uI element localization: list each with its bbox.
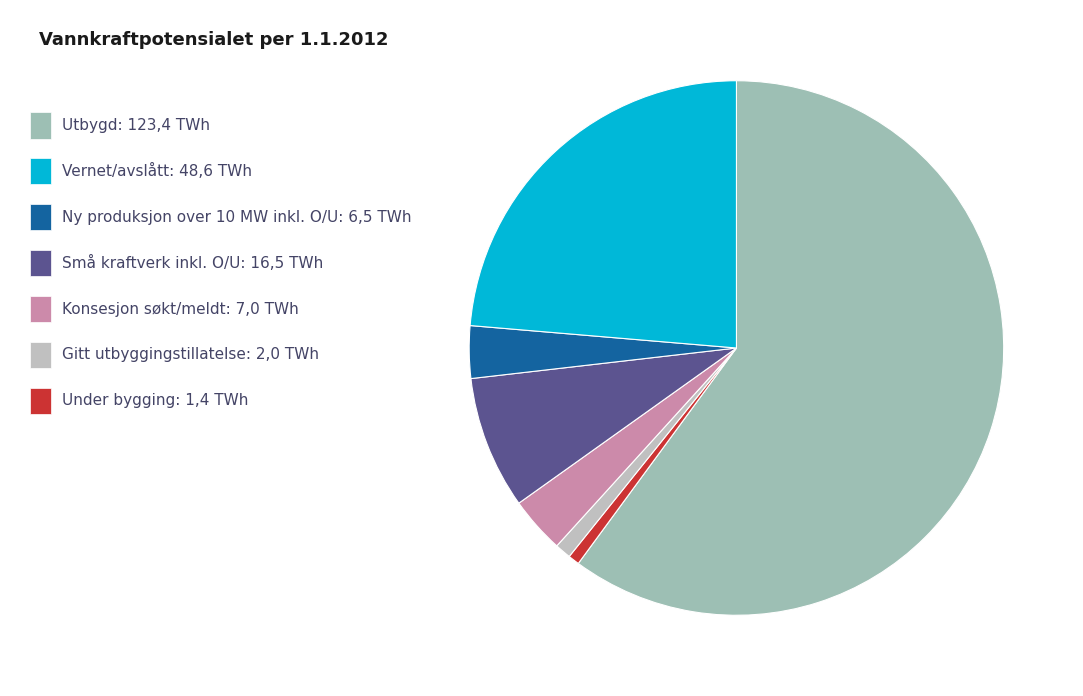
Text: Gitt utbyggingstillatelse: 2,0 TWh: Gitt utbyggingstillatelse: 2,0 TWh (62, 347, 319, 363)
Text: Konsesjon søkt/meldt: 7,0 TWh: Konsesjon søkt/meldt: 7,0 TWh (62, 301, 299, 317)
Text: Utbygd: 123,4 TWh: Utbygd: 123,4 TWh (62, 118, 210, 133)
FancyBboxPatch shape (30, 158, 51, 184)
Text: Små kraftverk inkl. O/U: 16,5 TWh: Små kraftverk inkl. O/U: 16,5 TWh (62, 255, 323, 271)
Text: Vernet/avslått: 48,6 TWh: Vernet/avslått: 48,6 TWh (62, 163, 252, 180)
Wedge shape (578, 81, 1004, 615)
Text: Under bygging: 1,4 TWh: Under bygging: 1,4 TWh (62, 393, 248, 409)
FancyBboxPatch shape (30, 250, 51, 276)
Text: Ny produksjon over 10 MW inkl. O/U: 6,5 TWh: Ny produksjon over 10 MW inkl. O/U: 6,5 … (62, 209, 412, 225)
Wedge shape (570, 348, 736, 564)
FancyBboxPatch shape (30, 342, 51, 368)
Wedge shape (557, 348, 736, 557)
FancyBboxPatch shape (30, 204, 51, 230)
FancyBboxPatch shape (30, 112, 51, 139)
FancyBboxPatch shape (30, 296, 51, 322)
Wedge shape (519, 348, 736, 546)
Wedge shape (471, 348, 736, 503)
FancyBboxPatch shape (30, 388, 51, 414)
Text: Vannkraftpotensialet per 1.1.2012: Vannkraftpotensialet per 1.1.2012 (39, 31, 389, 49)
Wedge shape (469, 326, 736, 379)
Wedge shape (470, 81, 736, 348)
